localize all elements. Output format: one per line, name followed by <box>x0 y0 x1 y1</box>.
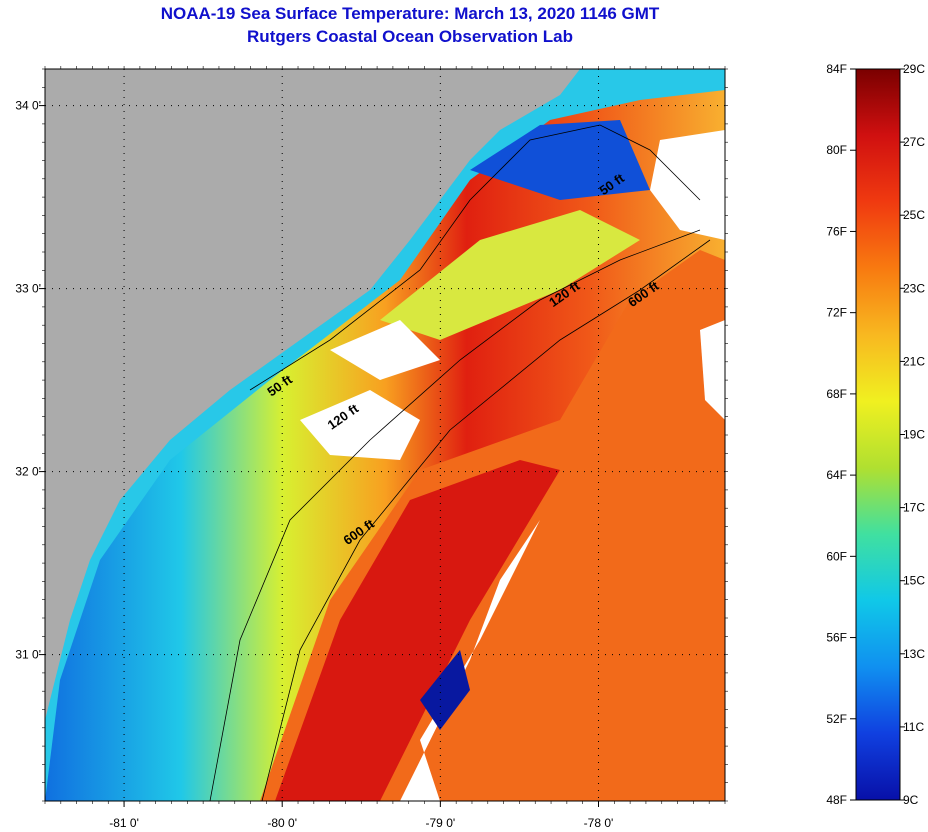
colorbar-f-label: 48F <box>826 793 847 807</box>
colorbar-c-label: 19C <box>903 428 925 442</box>
colorbar-c-label: 15C <box>903 574 925 588</box>
colorbar-f-label: 80F <box>826 143 847 157</box>
colorbar <box>855 68 901 801</box>
cloud-patch <box>330 320 440 380</box>
cloud-patch <box>700 320 725 420</box>
colorbar-c-label: 21C <box>903 354 925 368</box>
colorbar-f-label: 76F <box>826 224 847 238</box>
gulf-stream-core <box>275 460 560 801</box>
colorbar-labels: 84F 80F 76F 72F 68F 64F 60F 56F 52F 48F 29C 27C 25C 2… <box>826 62 925 807</box>
colorbar-f-label: 56F <box>826 631 847 645</box>
colorbar-f-label: 64F <box>826 468 847 482</box>
axis-ticks: -81 0' -80 0' -79 0' -78 0' 34 0' 33 0' 32 0' 3… <box>15 66 728 830</box>
cloud-patch <box>400 520 540 801</box>
lat-tick-label: 32 0' <box>15 465 41 479</box>
colorbar-c-label: 27C <box>903 135 925 149</box>
isobath-120ft <box>209 229 701 801</box>
colorbar-f-label: 72F <box>826 306 847 320</box>
cloud-patch <box>300 390 420 460</box>
colorbar-c-label: 23C <box>903 281 925 295</box>
cloud-patch <box>650 130 725 240</box>
lat-tick-label: 33 0' <box>15 282 41 296</box>
map-subtitle: Rutgers Coastal Ocean Observation Lab <box>247 27 573 46</box>
colorbar-c-label: 11C <box>903 720 924 734</box>
graticule <box>45 69 725 801</box>
lon-tick-label: -78 0' <box>584 816 614 830</box>
colorbar-c-label: 13C <box>903 647 925 661</box>
colorbar-c-label: 29C <box>903 62 925 76</box>
cold-cloud-edge <box>420 650 470 730</box>
colorbar-f-label: 52F <box>826 712 847 726</box>
colorbar-f-label: 60F <box>826 549 847 563</box>
lon-tick-label: -81 0' <box>109 816 139 830</box>
mid-shelf-yellow <box>380 210 640 340</box>
map-title: NOAA-19 Sea Surface Temperature: March 1… <box>160 4 660 23</box>
colorbar-f-label: 84F <box>826 62 847 76</box>
colorbar-f-label: 68F <box>826 387 847 401</box>
colorbar-c-label: 17C <box>903 501 925 515</box>
lon-tick-label: -80 0' <box>267 816 297 830</box>
lat-tick-label: 31 0' <box>15 648 41 662</box>
cold-pool <box>470 120 650 200</box>
land-mass <box>45 69 580 720</box>
lat-tick-label: 34 0' <box>15 99 41 113</box>
colorbar-c-label: 9C <box>903 793 919 807</box>
colorbar-c-label: 25C <box>903 208 925 222</box>
isobath-50ft <box>249 124 701 391</box>
isobath-600ft <box>261 239 711 801</box>
lon-tick-label: -79 0' <box>426 816 456 830</box>
